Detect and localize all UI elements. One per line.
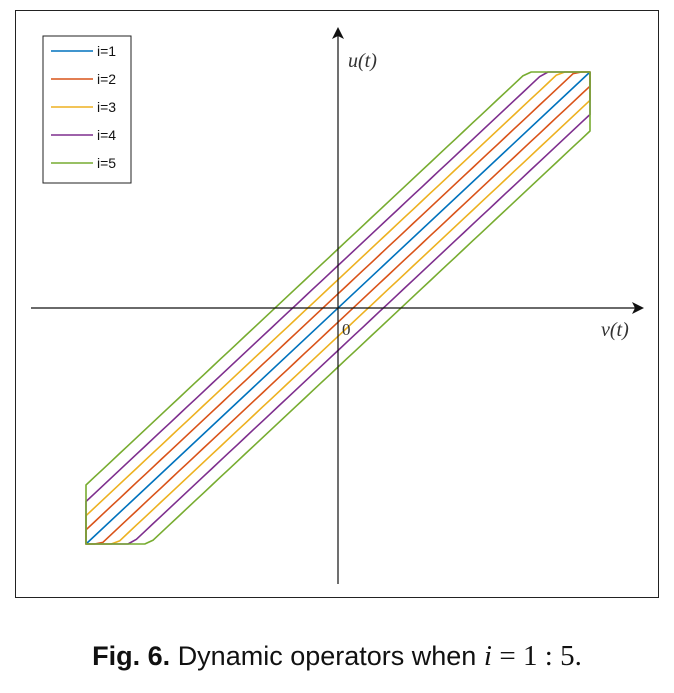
legend-label-5: i=5	[97, 155, 116, 171]
origin-label: 0	[342, 320, 351, 339]
legend: i=1 i=2 i=3 i=4 i=5	[42, 35, 132, 184]
hysteresis-plot: u(t) v(t) 0 i=1 i=2 i=3 i=4 i=5	[31, 27, 644, 584]
legend-label-2: i=2	[97, 71, 116, 87]
caption-text: Dynamic operators when	[177, 641, 477, 671]
series-line-5	[85, 71, 591, 545]
figure-frame: u(t) v(t) 0 i=1 i=2 i=3 i=4 i=5	[15, 10, 659, 598]
series-group	[85, 71, 591, 545]
caption-variable: i	[483, 640, 492, 672]
caption-expression: = 1 : 5.	[499, 640, 582, 672]
caption-label: Fig. 6.	[92, 641, 171, 671]
figure-caption: Fig. 6. Dynamic operators when i = 1 : 5…	[0, 640, 674, 673]
legend-box	[42, 35, 132, 184]
x-axis-label: v(t)	[601, 319, 629, 341]
legend-label-1: i=1	[97, 43, 116, 59]
legend-label-4: i=4	[97, 127, 116, 143]
y-axis-label: u(t)	[348, 50, 377, 72]
legend-label-3: i=3	[97, 99, 116, 115]
